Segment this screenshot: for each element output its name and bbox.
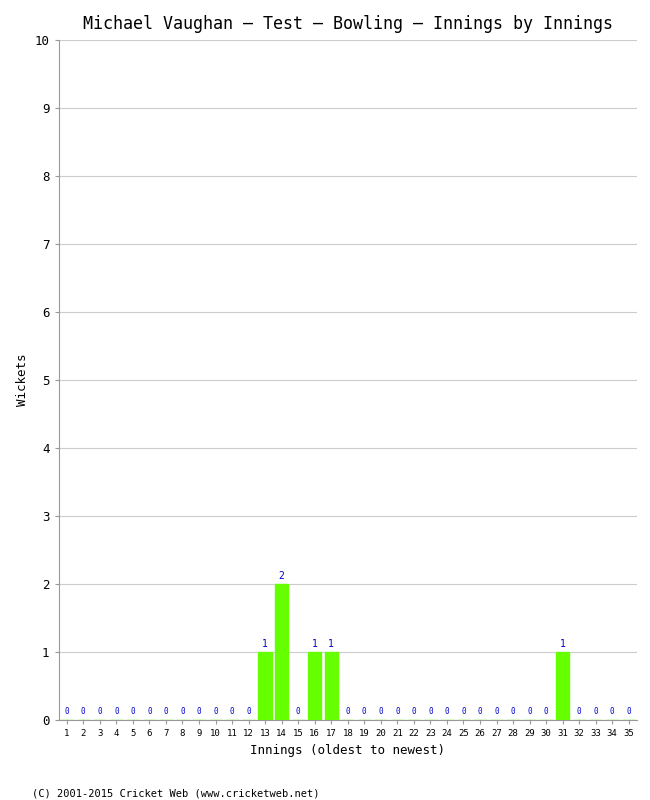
Text: 1: 1 xyxy=(560,638,566,649)
Text: 1: 1 xyxy=(312,638,318,649)
Text: (C) 2001-2015 Cricket Web (www.cricketweb.net): (C) 2001-2015 Cricket Web (www.cricketwe… xyxy=(32,788,320,798)
Bar xyxy=(324,652,338,720)
Text: 0: 0 xyxy=(296,707,300,716)
Text: 0: 0 xyxy=(81,707,86,716)
Text: 0: 0 xyxy=(511,707,515,716)
Text: 0: 0 xyxy=(461,707,466,716)
Text: 0: 0 xyxy=(593,707,598,716)
Text: 0: 0 xyxy=(98,707,102,716)
Bar xyxy=(308,652,321,720)
Title: Michael Vaughan – Test – Bowling – Innings by Innings: Michael Vaughan – Test – Bowling – Innin… xyxy=(83,15,613,33)
Text: 0: 0 xyxy=(544,707,549,716)
Text: 0: 0 xyxy=(64,707,69,716)
Text: 0: 0 xyxy=(246,707,251,716)
Text: 0: 0 xyxy=(478,707,482,716)
Text: 0: 0 xyxy=(494,707,499,716)
Text: 0: 0 xyxy=(147,707,151,716)
Text: 0: 0 xyxy=(378,707,383,716)
Text: 0: 0 xyxy=(362,707,367,716)
Text: 0: 0 xyxy=(131,707,135,716)
Text: 0: 0 xyxy=(197,707,202,716)
Bar xyxy=(259,652,272,720)
Text: 2: 2 xyxy=(279,570,285,581)
X-axis label: Innings (oldest to newest): Innings (oldest to newest) xyxy=(250,743,445,757)
Text: 0: 0 xyxy=(411,707,416,716)
Bar xyxy=(275,584,288,720)
Text: 0: 0 xyxy=(395,707,400,716)
Text: 0: 0 xyxy=(164,707,168,716)
Text: 1: 1 xyxy=(262,638,268,649)
Text: 0: 0 xyxy=(445,707,449,716)
Text: 0: 0 xyxy=(627,707,631,716)
Y-axis label: Wickets: Wickets xyxy=(16,354,29,406)
Text: 0: 0 xyxy=(229,707,235,716)
Text: 0: 0 xyxy=(213,707,218,716)
Text: 0: 0 xyxy=(610,707,614,716)
Text: 1: 1 xyxy=(328,638,334,649)
Text: 0: 0 xyxy=(428,707,433,716)
Text: 0: 0 xyxy=(180,707,185,716)
Text: 0: 0 xyxy=(527,707,532,716)
Text: 0: 0 xyxy=(345,707,350,716)
Bar xyxy=(556,652,569,720)
Text: 0: 0 xyxy=(577,707,582,716)
Text: 0: 0 xyxy=(114,707,119,716)
